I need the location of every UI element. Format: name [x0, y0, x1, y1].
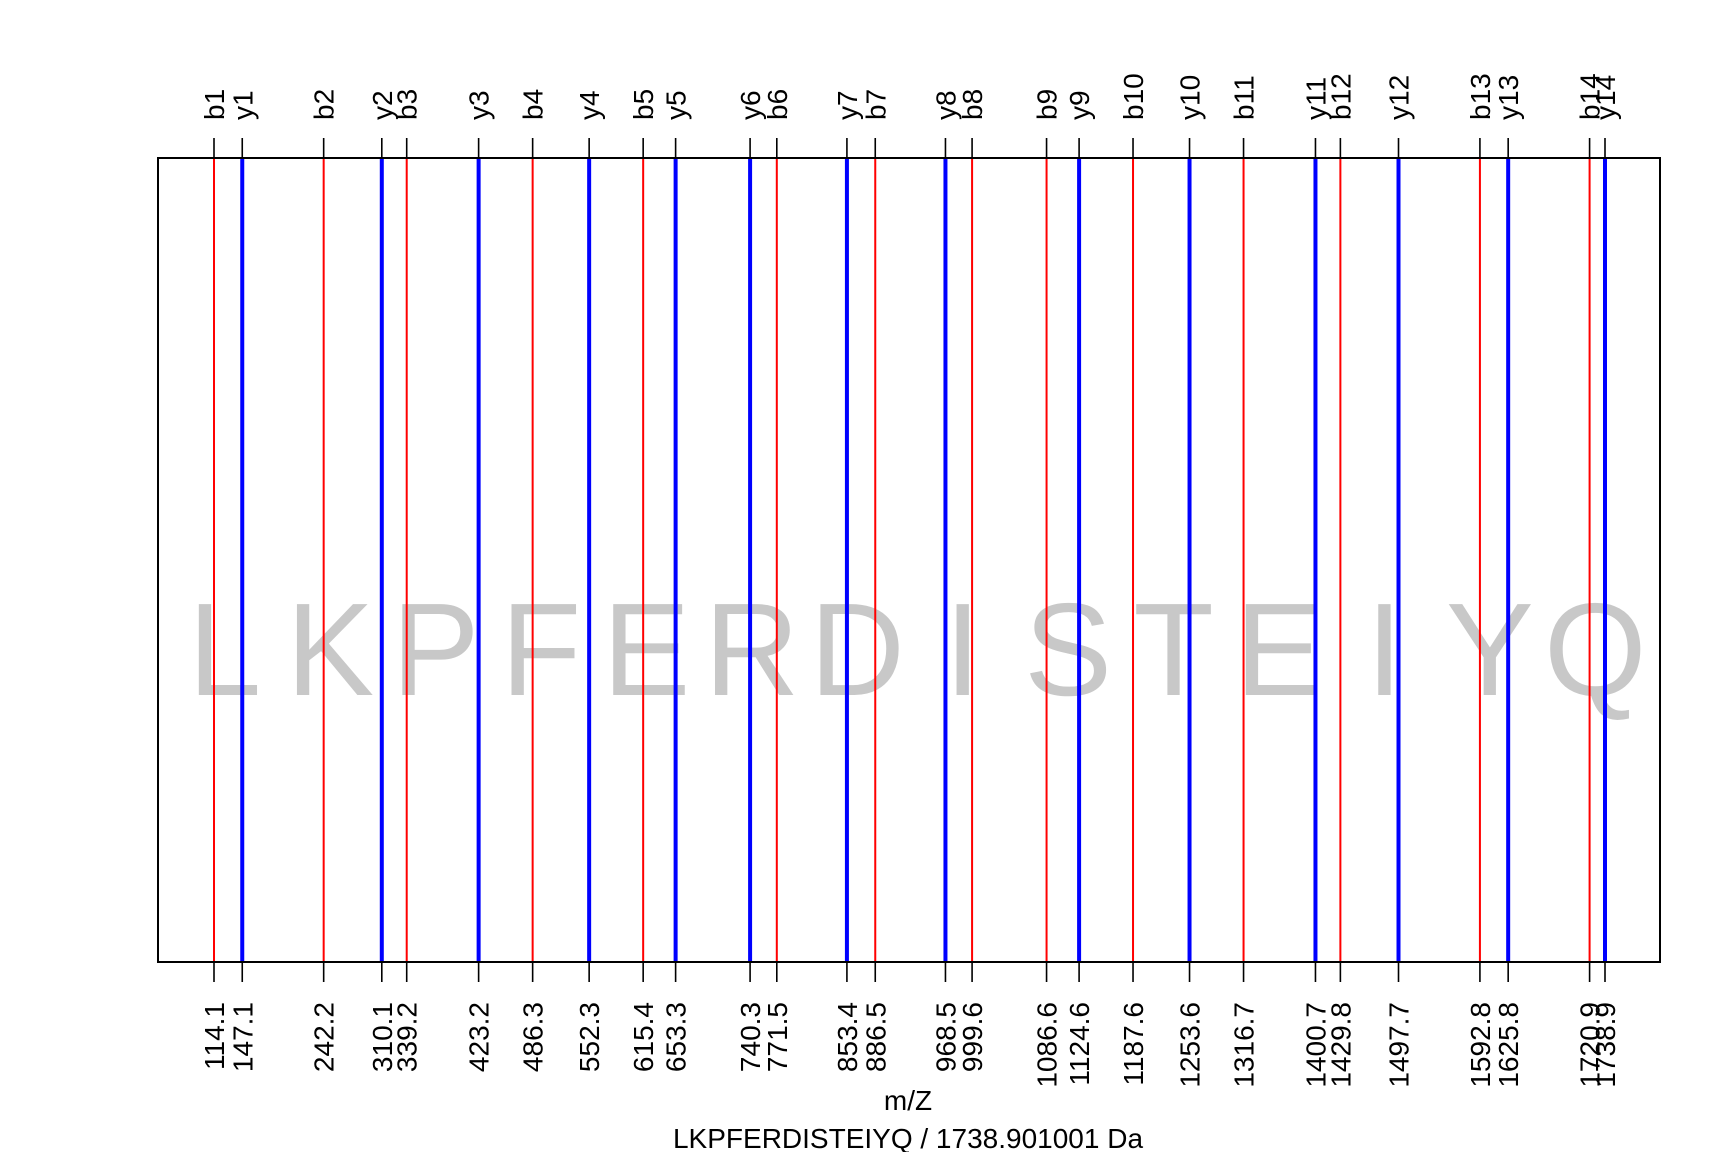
b-ion-mass-label: 1086.6	[1032, 1002, 1063, 1088]
y-ion-mass-label: 1625.8	[1493, 1002, 1524, 1088]
y-ion-mass-label: 853.4	[832, 1002, 863, 1072]
y-ion-mass-label: 653.3	[661, 1002, 692, 1072]
b-ion-mass-label: 1187.6	[1118, 1002, 1149, 1086]
b-ion-mass-label: 1592.8	[1465, 1002, 1496, 1088]
sequence-letter: S	[1024, 576, 1112, 723]
b-ion-label: b9	[1032, 89, 1063, 120]
y-ion-label: y5	[661, 90, 692, 120]
plot-frame	[157, 157, 1661, 963]
sequence-letter: I	[944, 576, 981, 723]
y-ion-label: y7	[832, 90, 863, 120]
b-ion-label: b6	[762, 89, 793, 120]
y-ion-label: y13	[1493, 75, 1524, 120]
x-axis-label: m/Z	[884, 1085, 932, 1116]
b-ion-mass-label: 339.2	[392, 1002, 423, 1072]
b-ion-label: b12	[1325, 73, 1356, 120]
y-ion-mass-label: 1253.6	[1175, 1002, 1206, 1088]
b-ion-label: b7	[860, 89, 891, 120]
sequence-letter: T	[1133, 576, 1214, 723]
b-ion-label: b13	[1465, 73, 1496, 120]
b-ion-label: b11	[1229, 75, 1260, 120]
y-ion-mass-label: 740.3	[735, 1002, 766, 1072]
b-ion-mass-label: 999.6	[957, 1002, 988, 1072]
mass-value-labels: 114.1 242.2 339.2 486.3 615.4 771.5 886.5 999.6…	[199, 1002, 1621, 1088]
y-ion-label: y8	[930, 90, 961, 120]
y-ion-label: y3	[464, 90, 495, 120]
b-ion-mass-label: 1429.8	[1325, 1002, 1356, 1088]
b-ion-label: b8	[957, 89, 988, 120]
y-ion-mass-label: 1497.7	[1384, 1002, 1415, 1088]
b-ion-label: b1	[199, 89, 230, 120]
b-ion-mass-label: 771.5	[762, 1002, 793, 1072]
y-ion-mass-label: 1124.6	[1064, 1002, 1095, 1086]
b-ion-mass-label: 1720.9	[1575, 1002, 1606, 1088]
sequence-letter: P	[392, 576, 480, 723]
ion-name-labels: b1 b2 b3 b4 b5 b6 b7 b8 b9 b10 b11 b12 b13 b14 y1 y2 y3 y…	[199, 73, 1621, 120]
b-ion-label: b10	[1118, 73, 1149, 120]
y-ion-label: y2	[367, 90, 398, 120]
y-ion-mass-label: 1400.7	[1300, 1002, 1331, 1088]
sequence-letter: Q	[1544, 576, 1647, 723]
b-ion-label: b2	[309, 89, 340, 120]
y-ion-label: y4	[574, 90, 605, 120]
b-ion-label: b3	[392, 89, 423, 120]
b-ion-mass-label: 1316.7	[1229, 1002, 1260, 1088]
b-ion-mass-label: 886.5	[860, 1002, 891, 1072]
b-ion-label: b4	[518, 89, 549, 120]
y-ion-label: y12	[1384, 75, 1415, 120]
sequence-letter: L	[188, 576, 261, 723]
y-ion-mass-label: 552.3	[574, 1002, 605, 1072]
y-ion-mass-label: 310.1	[367, 1002, 398, 1072]
y-ion-mass-label: 423.2	[464, 1002, 495, 1072]
y-ion-label: y6	[735, 90, 766, 120]
y-ion-label: y9	[1064, 90, 1095, 120]
sequence-letter: K	[286, 576, 374, 723]
sequence-letter: D	[810, 576, 905, 723]
sequence-letter: E	[1235, 576, 1323, 723]
b-ion-mass-label: 242.2	[309, 1002, 340, 1072]
y-ion-label: y1	[227, 90, 258, 120]
sequence-letter: F	[501, 576, 582, 723]
y-ion-label: y10	[1175, 75, 1206, 120]
bottom-ticks	[213, 962, 1606, 982]
b-ion-label: b14	[1575, 73, 1606, 120]
y-ion-label: y14	[1590, 75, 1621, 120]
peptide-subtitle: LKPFERDISTEIYQ / 1738.901001 Da	[673, 1123, 1143, 1152]
ion-lines	[213, 158, 1607, 962]
b-ion-mass-label: 114.1	[199, 1002, 230, 1070]
y-ion-mass-label: 968.5	[930, 1002, 961, 1072]
y-ion-mass-label: 1738.9	[1590, 1002, 1621, 1088]
top-ticks	[213, 138, 1606, 158]
sequence-letter: Y	[1446, 576, 1534, 723]
y-ion-mass-label: 147.1	[227, 1002, 258, 1072]
b-ion-mass-label: 486.3	[518, 1002, 549, 1072]
b-ion-label: b5	[628, 89, 659, 120]
b-ion-mass-label: 615.4	[628, 1002, 659, 1072]
y-ion-label: y11	[1300, 77, 1331, 120]
